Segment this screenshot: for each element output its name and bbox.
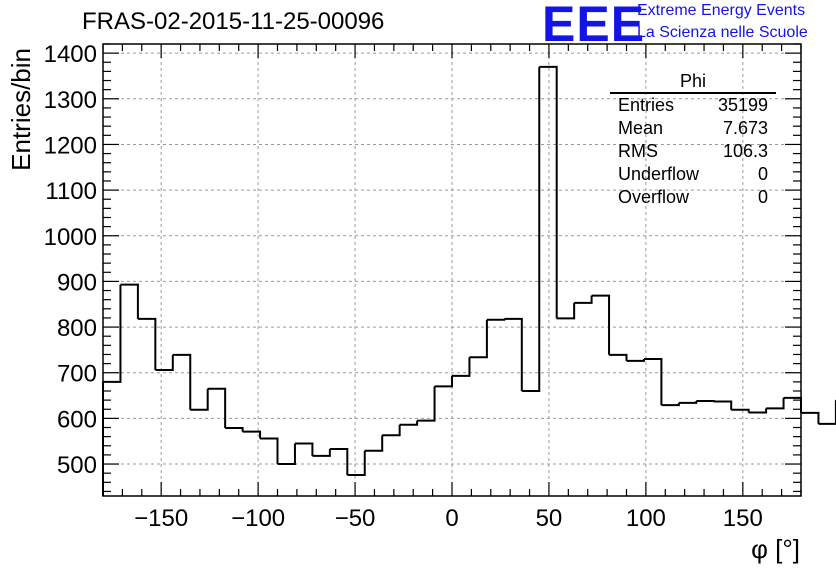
histogram-bin [521, 66, 541, 392]
stats-row-mean: Mean 7.673 [610, 117, 776, 140]
histogram-bin [417, 386, 436, 422]
histogram-bin [172, 353, 192, 410]
histogram-bin [609, 353, 628, 361]
histogram-bin [486, 318, 506, 321]
stats-box: Phi Entries 35199 Mean 7.673 RMS 106.3 U… [610, 70, 776, 209]
histogram-bin [678, 401, 698, 404]
x-tick-label: −50 [335, 505, 376, 532]
stats-label: Mean [618, 118, 664, 138]
histogram-bin [818, 400, 836, 425]
x-tick-label: 100 [626, 505, 666, 532]
histogram-bin [382, 424, 401, 437]
y-tick-label: 1400 [44, 41, 97, 68]
histogram-bin [329, 447, 349, 475]
histogram-bin [574, 295, 593, 304]
histogram-bin [504, 317, 523, 391]
histogram-bin [277, 443, 296, 466]
histogram-bin [190, 388, 209, 411]
histogram-bin [120, 283, 139, 319]
stats-row-entries: Entries 35199 [610, 94, 776, 117]
histogram-bin [137, 317, 157, 370]
y-tick-label: 1300 [44, 87, 97, 114]
logo-line-2: La Scienza nelle Scuole [637, 24, 808, 41]
x-tick-label: 50 [536, 505, 563, 532]
histogram-bin [207, 387, 227, 428]
stats-value: 106.3 [722, 141, 768, 161]
y-tick-label: 800 [57, 315, 97, 342]
x-tick-label: 150 [723, 505, 763, 532]
stats-row-overflow: Overflow 0 [610, 186, 776, 209]
histogram-bin [748, 408, 768, 414]
histogram-bin [539, 65, 558, 319]
stats-row-rms: RMS 106.3 [610, 140, 776, 163]
histogram-bin [155, 354, 174, 371]
y-tick-label: 1100 [45, 178, 97, 205]
histogram-bin [452, 357, 471, 377]
stats-value: 0 [757, 164, 768, 184]
x-tick-label: −150 [134, 505, 188, 532]
x-axis-label: φ [°] [751, 534, 800, 564]
histogram-bin [731, 408, 750, 413]
stats-value: 35199 [717, 95, 768, 115]
stats-label: Overflow [618, 187, 690, 207]
histogram-bin [260, 437, 279, 465]
stats-label: Underflow [618, 164, 700, 184]
histogram-bin [312, 448, 331, 457]
histogram-bin [242, 430, 262, 439]
histogram-bin [347, 450, 366, 476]
histogram-bin [556, 302, 576, 320]
histogram-bin [469, 319, 488, 359]
histogram-bin [713, 400, 733, 410]
stats-value: 7.673 [722, 118, 768, 138]
histogram-bin [591, 294, 611, 355]
x-tick-label: −100 [231, 505, 285, 532]
histogram-bin [434, 375, 453, 388]
y-tick-label: 600 [57, 406, 97, 433]
y-tick-label: 700 [57, 361, 97, 388]
logo-line-1: Extreme Energy Events [637, 2, 806, 19]
histogram-bin [643, 358, 663, 406]
stats-label: RMS [618, 141, 658, 161]
histogram-bin [661, 402, 680, 407]
histogram-bin [364, 435, 384, 452]
stats-row-underflow: Underflow 0 [610, 163, 776, 186]
histogram-bin [399, 420, 419, 426]
y-tick-label: 900 [57, 269, 97, 296]
y-tick-label: 500 [57, 452, 97, 479]
histogram-bin [294, 442, 314, 456]
chart-title: FRAS-02-2015-11-25-00096 [82, 8, 385, 35]
y-axis-label: Entries/bin [6, 48, 36, 171]
stats-label: Entries [618, 95, 675, 115]
histogram-bin [225, 426, 244, 432]
stats-value: 0 [757, 187, 768, 207]
histogram-bin [626, 359, 645, 362]
histogram-bin [801, 411, 820, 424]
eee-logo: EEE [542, 0, 646, 52]
x-tick-label: 0 [445, 505, 458, 532]
histogram-bin [766, 397, 785, 410]
y-tick-label: 1200 [44, 132, 97, 159]
stats-title: Phi [610, 70, 776, 94]
y-tick-label: 1000 [44, 224, 97, 251]
